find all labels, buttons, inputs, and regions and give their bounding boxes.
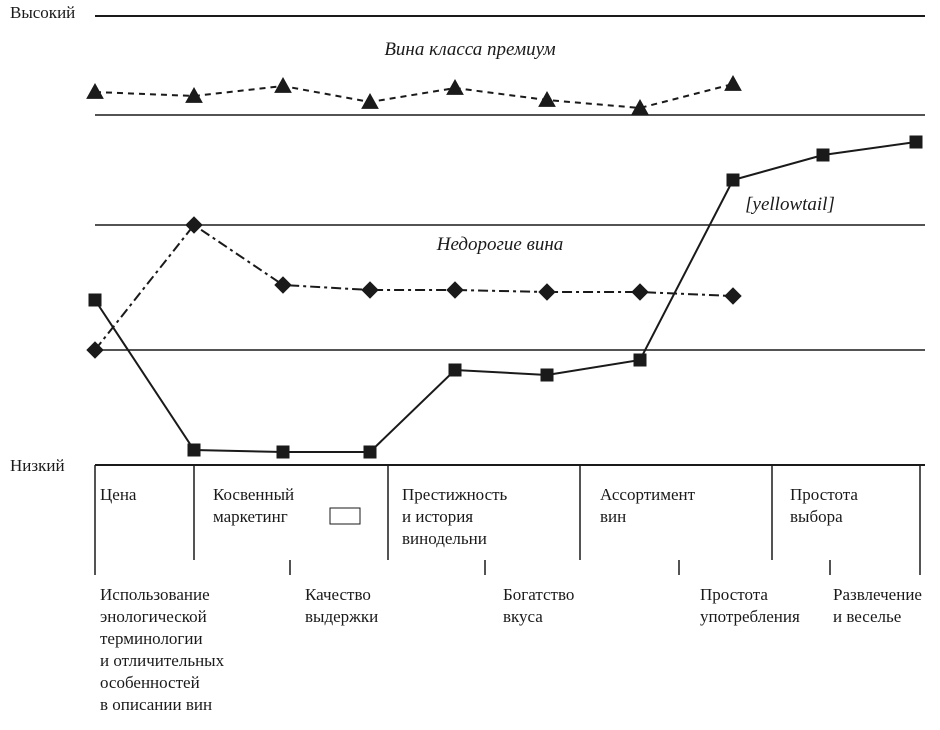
x-label-row2: Качество xyxy=(305,585,371,604)
series-label-budget: Недорогие вина xyxy=(436,234,564,255)
x-label-row1: Цена xyxy=(100,485,137,504)
y-axis-high-label: Высокий xyxy=(10,3,75,22)
x-label-row2: Простота xyxy=(700,585,768,604)
x-label-row2: Развлечение xyxy=(833,585,922,604)
x-label-row1: вин xyxy=(600,507,626,526)
x-label-row2: энологической xyxy=(100,607,207,626)
y-axis-low-label: Низкий xyxy=(10,456,65,475)
x-label-row2: и веселье xyxy=(833,607,901,626)
x-label-row1: Простота xyxy=(790,485,858,504)
x-label-row2: употребления xyxy=(700,607,800,626)
series-label-yellowtail: [yellowtail] xyxy=(745,194,835,215)
strategy-canvas-chart: Высокий Низкий Цена Косвенный маркетинг Прест… xyxy=(0,0,940,730)
x-label-row2: особенностей xyxy=(100,673,200,692)
chart-svg: Высокий Низкий Цена Косвенный маркетинг Прест… xyxy=(0,0,940,730)
x-label-row1: выбора xyxy=(790,507,843,526)
x-label-row2: терминологии xyxy=(100,629,203,648)
series-label-premium: Вина класса премиум xyxy=(384,39,555,60)
x-label-row1: и история xyxy=(402,507,473,526)
x-label-row2: вкуса xyxy=(503,607,543,626)
x-label-row2: выдержки xyxy=(305,607,378,626)
x-label-row1: Ассортимент xyxy=(600,485,696,504)
x-label-row1: Косвенный xyxy=(213,485,294,504)
x-label-row1: маркетинг xyxy=(213,507,288,526)
x-label-row1: Престижность xyxy=(402,485,508,504)
x-label-row2: в описании вин xyxy=(100,695,212,714)
x-label-row2: Богатство xyxy=(503,585,574,604)
x-label-row2: и отличительных xyxy=(100,651,225,670)
x-label-row2: Использование xyxy=(100,585,210,604)
x-label-row1: винодельни xyxy=(402,529,487,548)
